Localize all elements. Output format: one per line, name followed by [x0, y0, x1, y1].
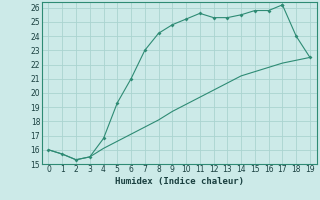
X-axis label: Humidex (Indice chaleur): Humidex (Indice chaleur) — [115, 177, 244, 186]
